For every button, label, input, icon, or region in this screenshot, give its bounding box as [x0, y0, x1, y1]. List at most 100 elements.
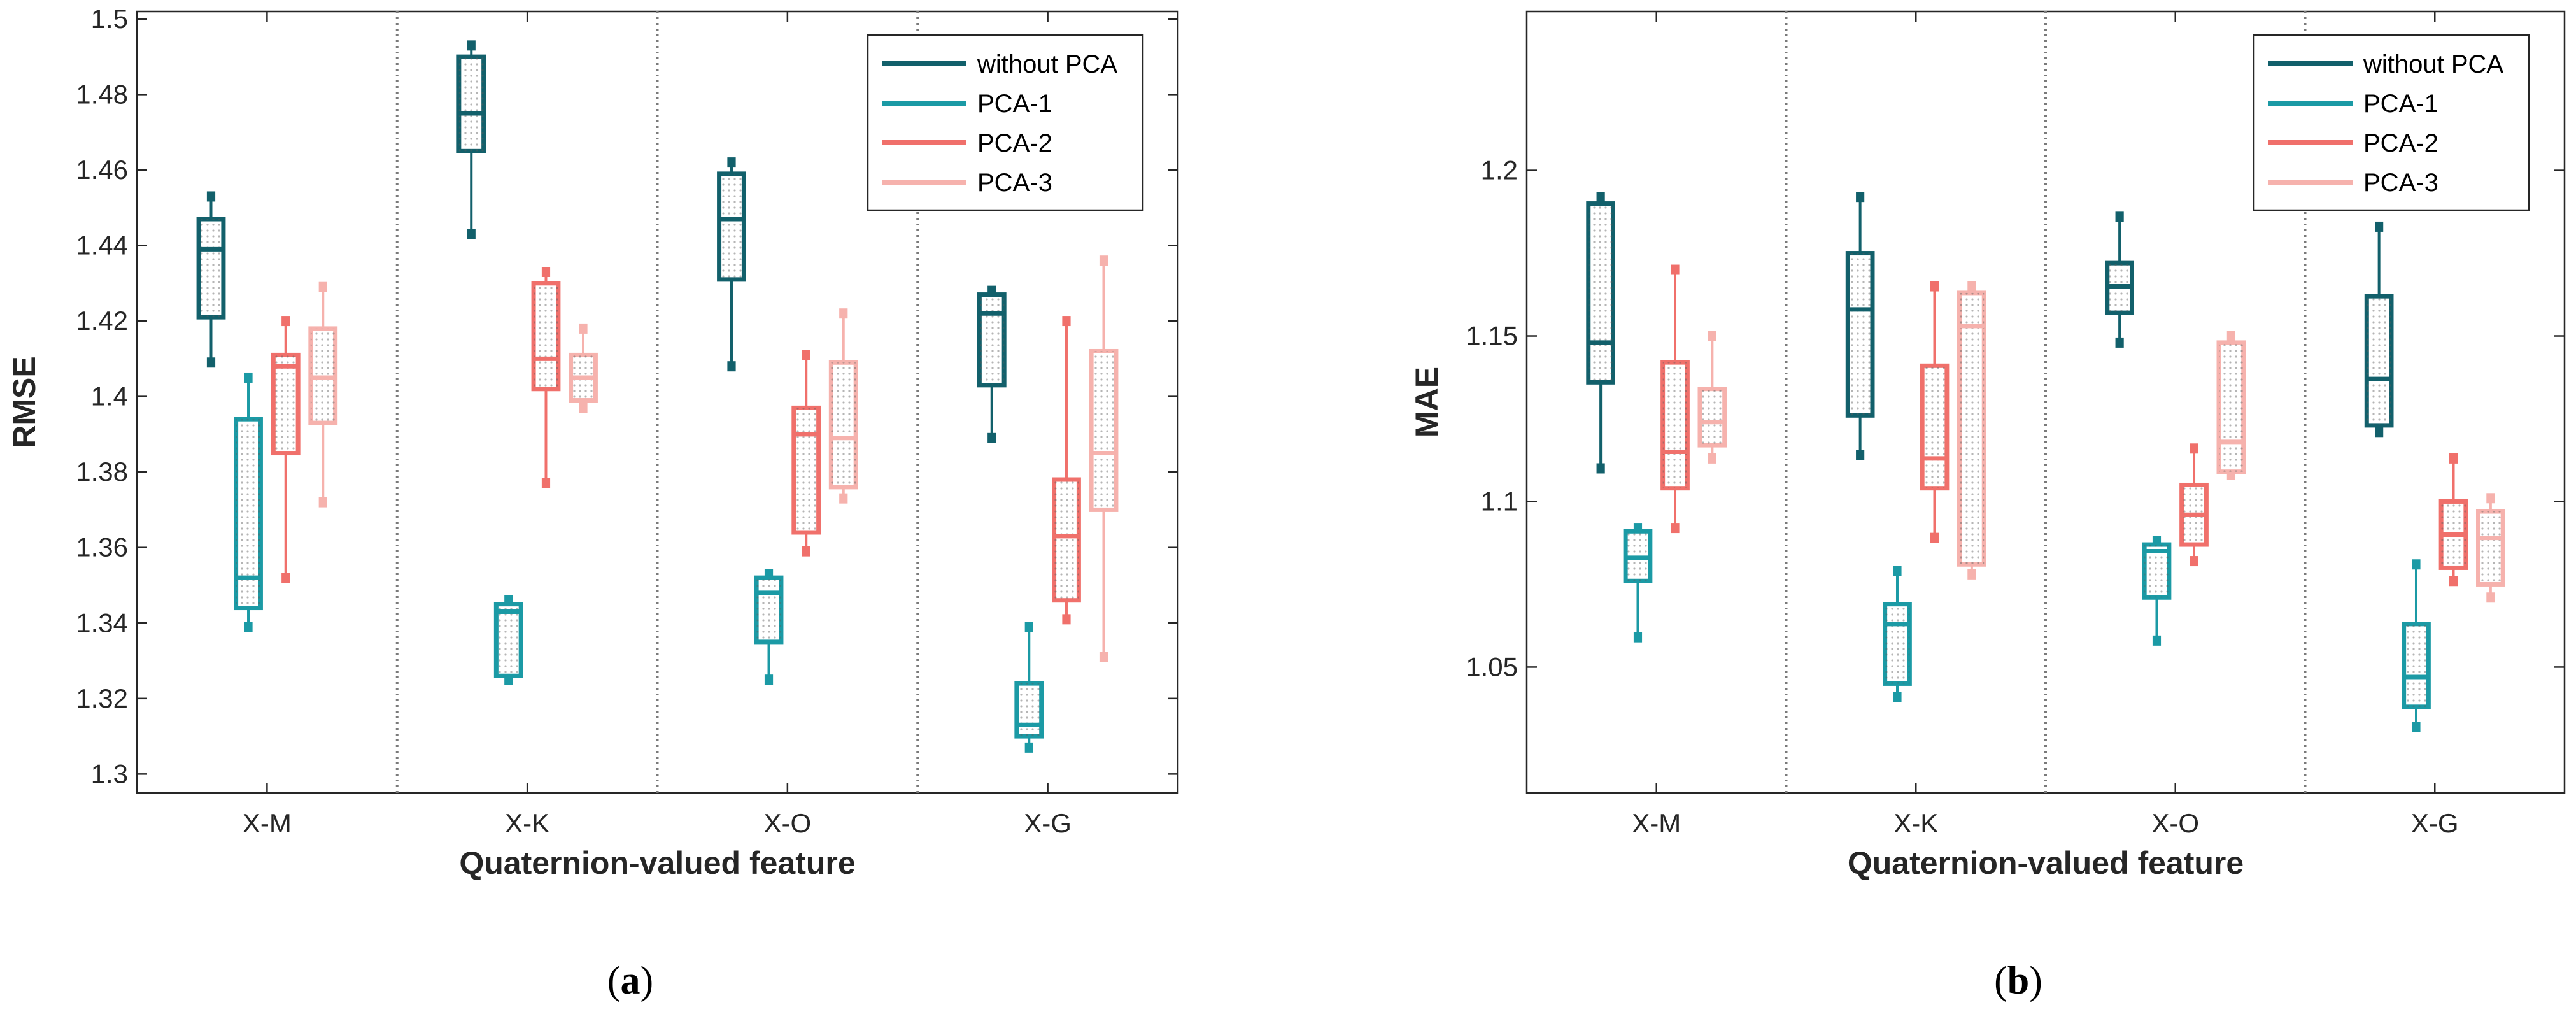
iqr-box-texture — [1016, 683, 1042, 737]
iqr-box-texture — [534, 283, 558, 389]
x-tick-label: X-M — [1632, 808, 1681, 838]
y-tick-label: 1.2 — [1481, 155, 1518, 185]
x-tick-label: X-K — [505, 808, 549, 838]
max-cap — [281, 316, 290, 327]
panel-a-rmse-chart: 1.3 1.32 1.34 1.36 1.38 1.4 1.42 1.44 1.46 1.48 1.… — [6, 4, 1179, 881]
y-tick-label: 1.3 — [91, 759, 128, 788]
y-tick-label: 1.5 — [91, 4, 128, 34]
y-tick-label: 1.46 — [76, 155, 128, 185]
legend: without PCA PCA-1 PCA-2 PCA-3 — [2253, 34, 2530, 211]
max-cap — [1893, 566, 1902, 576]
iqr-box-texture — [793, 408, 819, 532]
legend-entry: without PCA — [882, 50, 1117, 78]
legend-label: PCA-2 — [2363, 129, 2438, 157]
box-without-pca-x-k — [1845, 192, 1875, 460]
min-cap — [541, 478, 551, 488]
y-tick-label: 1.32 — [76, 683, 128, 713]
min-cap — [2190, 556, 2198, 567]
iqr-box-texture — [756, 578, 781, 642]
box-without-pca-x-m — [1586, 192, 1615, 474]
box-pca-2-x-k — [1920, 281, 1950, 543]
box-pca-3-x-g — [1089, 255, 1119, 662]
x-tick-label: X-O — [2151, 808, 2199, 838]
box-pca-2-x-o — [2179, 443, 2209, 567]
max-cap — [1856, 192, 1865, 203]
box-pca-3-x-k — [569, 323, 598, 413]
iqr-box-texture — [2478, 511, 2503, 585]
iqr-box-texture — [199, 219, 223, 318]
legend-entry: PCA-2 — [2268, 129, 2438, 157]
box-without-pca-x-k — [456, 40, 486, 239]
min-cap — [2486, 592, 2495, 603]
min-cap — [1062, 614, 1071, 625]
max-cap — [467, 40, 476, 51]
legend-entry: PCA-1 — [2268, 90, 2438, 118]
box-pca-1-x-g — [1014, 622, 1044, 753]
x-tick-label: X-K — [1893, 808, 1938, 838]
legend: without PCA PCA-1 PCA-2 PCA-3 — [867, 34, 1144, 211]
iqr-box-texture — [719, 173, 744, 280]
legend-label: PCA-1 — [977, 90, 1052, 118]
box-pca-3-x-o — [828, 308, 858, 504]
min-cap — [987, 432, 996, 443]
box-without-pca-x-g — [977, 285, 1007, 443]
x-tick-label: X-G — [2411, 808, 2459, 838]
y-tick-label: 1.15 — [1466, 321, 1518, 351]
min-cap — [1099, 652, 1108, 662]
max-cap — [2115, 211, 2124, 222]
min-cap — [1708, 453, 1716, 464]
min-cap — [1596, 463, 1605, 474]
legend-label: PCA-1 — [2363, 90, 2438, 118]
min-cap — [1930, 532, 1939, 543]
legend-label: PCA-3 — [2363, 169, 2438, 197]
max-cap — [1967, 281, 1976, 292]
y-tick-label: 1.38 — [76, 457, 128, 487]
min-cap — [2449, 576, 2458, 587]
box-without-pca-x-o — [717, 157, 746, 372]
iqr-box-texture — [1848, 253, 1872, 416]
min-cap — [467, 229, 476, 239]
min-cap — [2115, 337, 2124, 348]
max-cap — [206, 191, 216, 202]
min-cap — [244, 622, 253, 632]
max-cap — [1596, 192, 1605, 203]
max-cap — [579, 323, 588, 334]
max-cap — [1099, 255, 1108, 266]
iqr-box-texture — [496, 604, 521, 676]
y-tick-label: 1.4 — [91, 381, 128, 411]
max-cap — [244, 372, 253, 383]
y-tick-label: 1.34 — [76, 608, 128, 638]
min-cap — [839, 493, 848, 504]
legend-entry: PCA-3 — [2268, 169, 2438, 197]
max-cap — [2226, 331, 2235, 341]
max-cap — [1708, 331, 1716, 341]
legend-label: without PCA — [2363, 50, 2503, 78]
x-tick-label: X-O — [764, 808, 812, 838]
max-cap — [802, 350, 810, 360]
box-without-pca-x-g — [2364, 221, 2394, 438]
min-cap — [1633, 632, 1643, 643]
box-pca-3-x-k — [1957, 281, 1986, 580]
iqr-box-texture — [831, 362, 856, 487]
max-cap — [2486, 493, 2495, 504]
min-cap — [1671, 523, 1680, 534]
max-cap — [541, 267, 551, 277]
panel-b-label: (b) — [1994, 959, 2042, 1002]
iqr-box-texture — [2403, 624, 2429, 707]
max-cap — [2449, 453, 2458, 464]
legend-entry: without PCA — [2268, 50, 2503, 78]
min-cap — [1024, 742, 1033, 753]
box-pca-2-x-k — [531, 267, 561, 488]
box-without-pca-x-m — [196, 191, 226, 368]
min-cap — [2375, 427, 2384, 438]
min-cap — [206, 357, 216, 368]
box-pca-1-x-m — [234, 372, 263, 632]
max-cap — [1062, 316, 1071, 327]
iqr-box-texture — [273, 355, 299, 453]
box-pca-1-x-g — [2402, 559, 2431, 732]
iqr-box-texture — [1959, 292, 1985, 565]
y-axis-label: MAE — [1409, 367, 1445, 438]
box-pca-1-x-k — [1883, 566, 1912, 702]
iqr-box-texture — [458, 57, 484, 152]
